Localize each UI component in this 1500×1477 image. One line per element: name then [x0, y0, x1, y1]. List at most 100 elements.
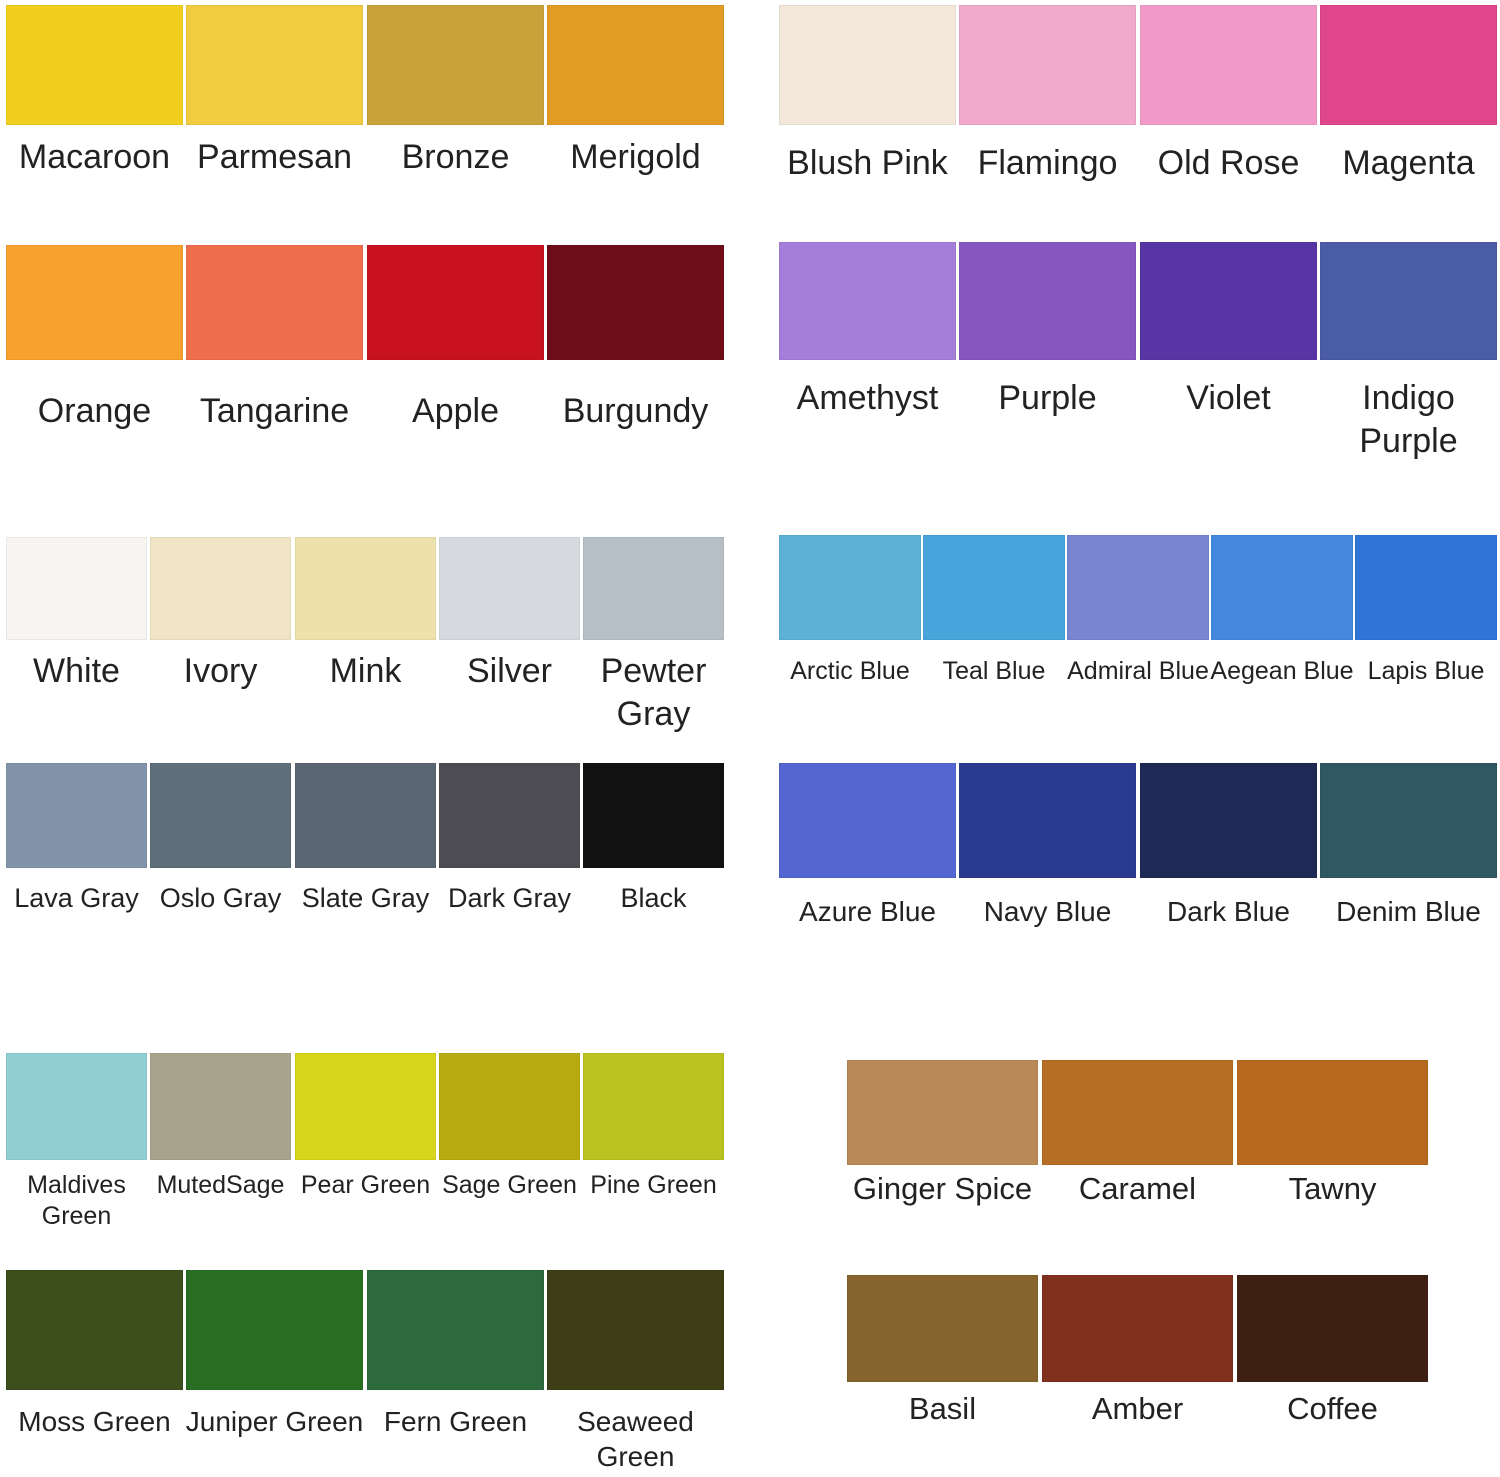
swatch — [295, 763, 436, 868]
swatch-label: Burgundy — [562, 392, 709, 430]
swatch-label: Dark Blue — [1167, 896, 1290, 927]
swatch-label: Juniper Green — [185, 1406, 364, 1437]
swatch — [1320, 242, 1497, 360]
swatch — [959, 763, 1136, 878]
swatch-label: Admiral Blue — [1067, 657, 1209, 685]
swatch-label: Black — [620, 883, 687, 913]
swatch — [1140, 242, 1317, 360]
swatch — [779, 535, 921, 640]
swatch-label: Bronze — [401, 138, 510, 176]
swatch — [1320, 763, 1497, 878]
swatch — [1211, 535, 1353, 640]
swatch — [547, 5, 724, 125]
swatch-label: Navy Blue — [983, 896, 1112, 927]
swatch-label: Coffee — [1287, 1391, 1378, 1426]
swatch — [959, 242, 1136, 360]
swatch — [923, 535, 1065, 640]
swatch-label: Flamingo — [977, 144, 1118, 182]
swatch-label: Pine Green — [590, 1171, 717, 1199]
swatch-label: White — [33, 652, 120, 690]
swatch — [583, 1053, 724, 1160]
swatch — [1067, 535, 1209, 640]
swatch-label: Parmesan — [197, 138, 352, 176]
swatch — [583, 537, 724, 640]
swatch — [367, 245, 544, 360]
swatch-label: Seaweed Green — [577, 1406, 694, 1472]
swatch — [959, 5, 1136, 125]
swatch — [779, 763, 956, 878]
swatch-label: Amethyst — [796, 379, 939, 417]
swatch — [295, 1053, 436, 1160]
swatch-label: Merigold — [570, 138, 701, 176]
swatch-label: Orange — [37, 392, 152, 430]
swatch — [6, 1053, 147, 1160]
swatch-label: Dark Gray — [447, 883, 572, 913]
swatch-label: Ivory — [183, 652, 258, 690]
swatch-label: Sage Green — [442, 1171, 577, 1199]
swatch — [150, 763, 291, 868]
swatch — [1355, 535, 1497, 640]
swatch-label: Apple — [412, 392, 499, 430]
swatch — [439, 763, 580, 868]
swatch-label: Pear Green — [300, 1171, 431, 1199]
swatch-label: Denim Blue — [1336, 896, 1481, 927]
swatch — [1042, 1275, 1233, 1382]
swatch-label: Aegean Blue — [1210, 657, 1354, 685]
swatch — [847, 1275, 1038, 1382]
swatch-label: Violet — [1186, 379, 1271, 417]
swatch — [547, 245, 724, 360]
swatch-label: Oslo Gray — [159, 883, 282, 913]
swatch — [186, 245, 363, 360]
swatch-label: Tangarine — [199, 392, 350, 430]
swatch-label: Basil — [908, 1391, 977, 1426]
swatch — [779, 5, 956, 125]
swatch — [1237, 1060, 1428, 1165]
swatch — [1237, 1275, 1428, 1382]
swatch — [583, 763, 724, 868]
swatch-label: Lapis Blue — [1367, 657, 1485, 685]
swatch — [1320, 5, 1497, 125]
swatch-label: Ginger Spice — [852, 1171, 1033, 1206]
swatch-label: Teal Blue — [942, 657, 1046, 685]
swatch-label: MutedSage — [156, 1171, 285, 1199]
swatch-label: Old Rose — [1157, 144, 1300, 182]
swatch — [367, 5, 544, 125]
swatch — [150, 1053, 291, 1160]
swatch-label: Arctic Blue — [790, 657, 910, 685]
swatch — [295, 537, 436, 640]
swatch-label: Slate Gray — [301, 883, 430, 913]
swatch-label: Macaroon — [18, 138, 171, 176]
swatch — [6, 763, 147, 868]
swatch — [6, 245, 183, 360]
swatch-label: Magenta — [1342, 144, 1475, 182]
swatch-label: Maldives Green — [27, 1171, 126, 1231]
swatch — [847, 1060, 1038, 1165]
swatch — [6, 537, 147, 640]
swatch — [1140, 5, 1317, 125]
swatch-label: Tawny — [1288, 1171, 1377, 1206]
swatch-label: Lava Gray — [14, 883, 139, 913]
swatch — [439, 537, 580, 640]
swatch — [186, 1270, 363, 1390]
swatch-label: Indigo Purple — [1359, 379, 1458, 460]
swatch-label: Pewter Gray — [600, 652, 707, 733]
swatch-label: Moss Green — [18, 1406, 171, 1437]
swatch-label: Caramel — [1078, 1171, 1197, 1206]
swatch — [6, 1270, 183, 1390]
swatch-label: Mink — [329, 652, 402, 690]
swatch — [186, 5, 363, 125]
swatch — [6, 5, 183, 125]
swatch — [779, 242, 956, 360]
swatch-label: Azure Blue — [799, 896, 936, 927]
swatch — [1042, 1060, 1233, 1165]
swatch — [1140, 763, 1317, 878]
swatch-label: Amber — [1091, 1391, 1184, 1426]
swatch-label: Fern Green — [383, 1406, 528, 1437]
swatch-label: Blush Pink — [787, 144, 948, 182]
swatch-label: Silver — [466, 652, 553, 690]
swatch — [367, 1270, 544, 1390]
swatch — [439, 1053, 580, 1160]
swatch-label: Purple — [998, 379, 1097, 417]
swatch — [547, 1270, 724, 1390]
